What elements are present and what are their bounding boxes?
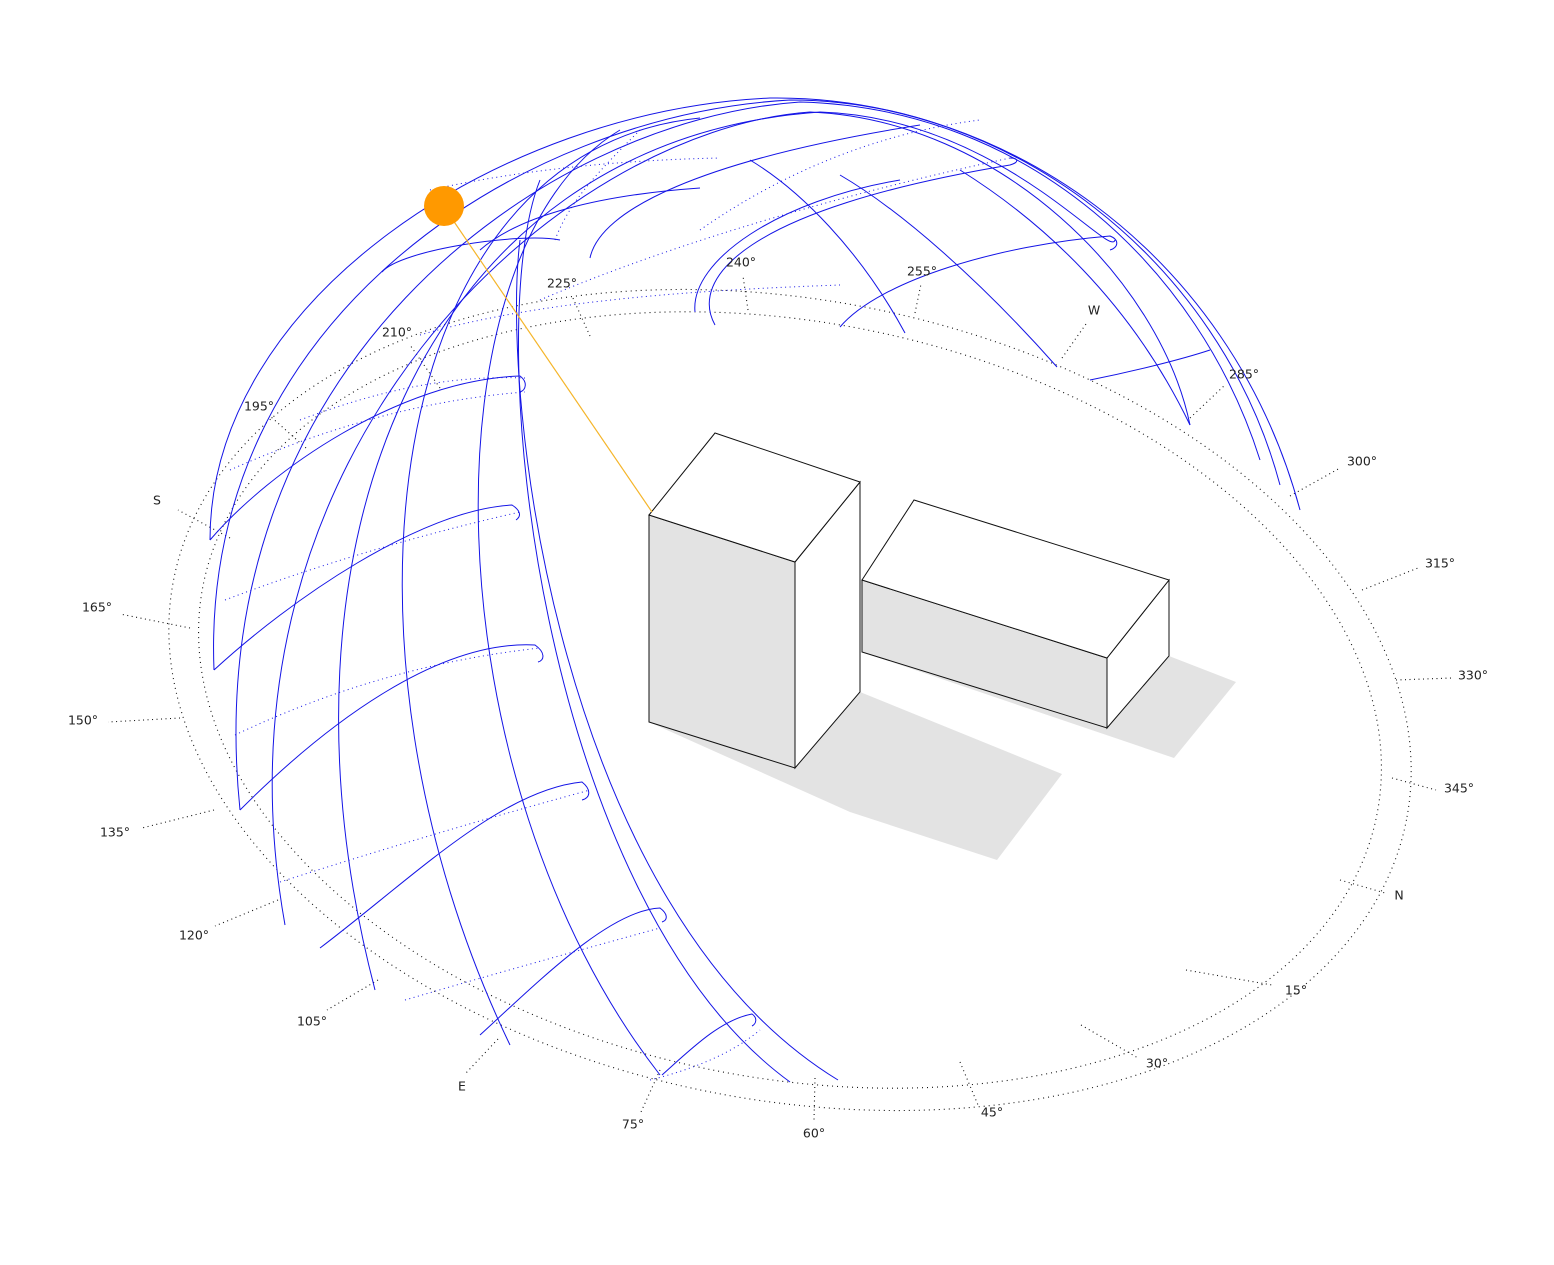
direction-label-s: S [153,493,161,508]
azimuth-label-165: 165° [82,600,112,615]
building-tall-block [648,432,861,770]
building-long-block [861,499,1170,730]
azimuth-label-210: 210° [382,325,412,340]
long-block-shadow [862,652,1236,758]
azimuth-label-195: 195° [244,399,274,414]
azimuth-label-315: 315° [1425,556,1455,571]
horizon-ring-inner [198,311,1382,1089]
sun-ray-line [443,206,653,513]
azimuth-ticks [107,275,1453,1121]
azimuth-label-300: 300° [1347,454,1377,469]
cardinal-direction-labels: S W N E [153,303,1404,1094]
azimuth-label-255: 255° [907,264,937,279]
sunpath-dotted-lines [224,119,1011,1081]
azimuth-label-75: 75° [622,1117,644,1132]
sunpath-day-arcs [209,97,1301,1083]
azimuth-label-105: 105° [297,1014,327,1029]
azimuth-label-225: 225° [547,276,577,291]
direction-label-e: E [458,1079,466,1094]
azimuth-label-15: 15° [1285,983,1307,998]
azimuth-label-150: 150° [68,713,98,728]
azimuth-label-120: 120° [179,928,209,943]
azimuth-label-330: 330° [1458,668,1488,683]
direction-label-n: N [1394,888,1403,903]
azimuth-degree-labels: 195° 210° 225° 240° 255° 285° 300° 315° 330° 345°… [68,255,1488,1141]
azimuth-label-60: 60° [803,1126,825,1141]
tall-block-shadow [649,692,1062,860]
building-shadows [649,652,1236,860]
azimuth-label-45: 45° [981,1105,1003,1120]
azimuth-label-135: 135° [100,825,130,840]
horizon-ring-outer [168,288,1412,1112]
sunpath-hour-curves [209,124,1211,1076]
azimuth-label-345: 345° [1444,781,1474,796]
azimuth-label-285: 285° [1229,367,1259,382]
azimuth-label-240: 240° [726,255,756,270]
sun-icon[interactable] [424,186,464,226]
azimuth-label-30: 30° [1146,1056,1168,1071]
horizon-ring [168,288,1412,1112]
direction-label-w: W [1088,303,1100,318]
